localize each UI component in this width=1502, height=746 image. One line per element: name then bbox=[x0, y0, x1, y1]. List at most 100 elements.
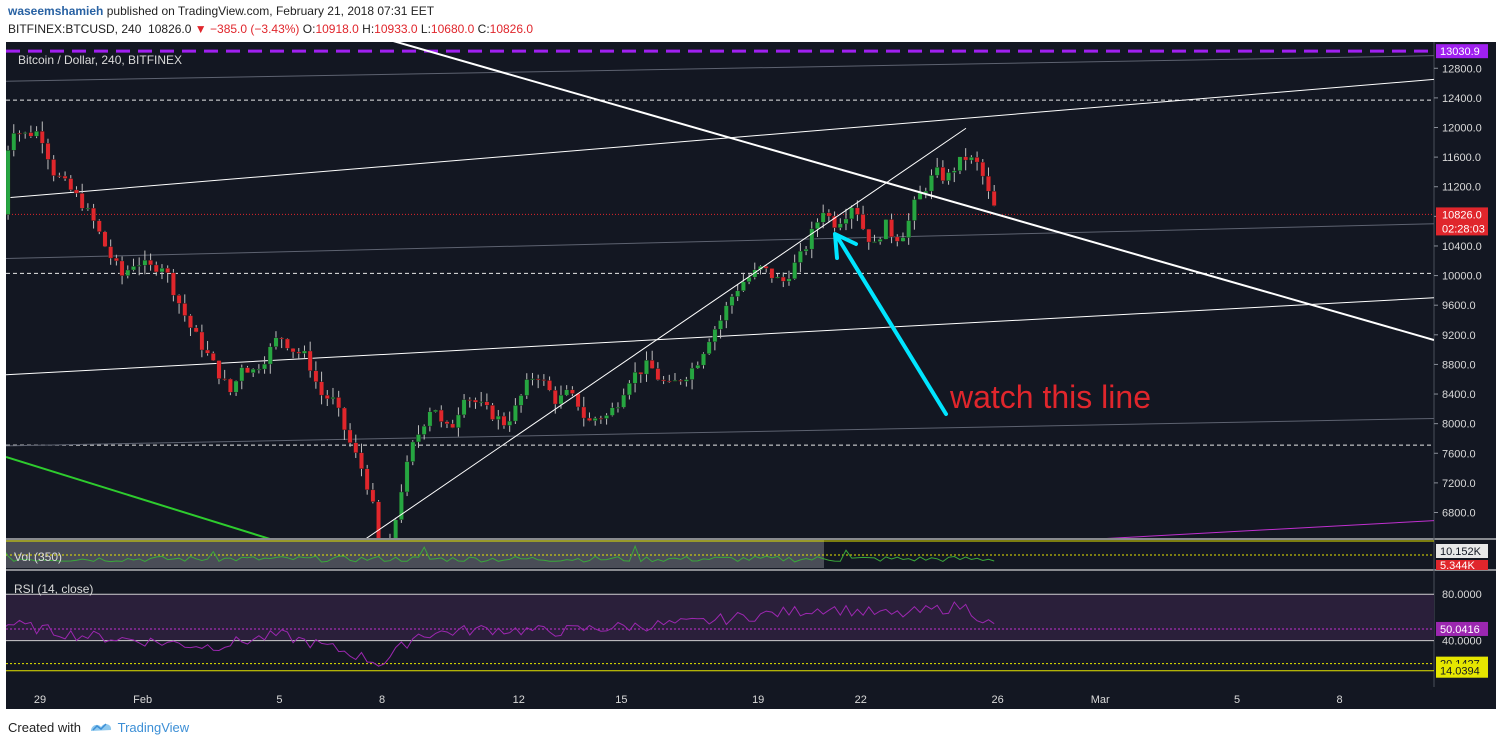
candle bbox=[450, 419, 456, 429]
price-tick-label: 6800.0 bbox=[1442, 508, 1476, 520]
current-price-value: 10826.0 bbox=[1442, 209, 1482, 221]
rsi-value: 50.0416 bbox=[1440, 624, 1480, 636]
candle bbox=[467, 397, 473, 408]
candle bbox=[758, 265, 763, 275]
candle bbox=[638, 372, 644, 383]
candle bbox=[302, 345, 307, 358]
candle bbox=[752, 262, 758, 280]
high-value: 10933.0 bbox=[374, 22, 418, 36]
volume-value-badge bbox=[1436, 560, 1488, 570]
candle bbox=[193, 325, 199, 333]
candle bbox=[96, 219, 102, 235]
channel-line bbox=[6, 78, 1434, 199]
support-trendline bbox=[366, 127, 967, 538]
last-price: 10826.0 bbox=[148, 22, 192, 36]
annotation-text: watch this line bbox=[949, 379, 1151, 415]
candle bbox=[792, 254, 798, 280]
volume-value: 10.152K bbox=[1440, 546, 1482, 558]
price-tick-label: 8400.0 bbox=[1442, 389, 1476, 401]
candle bbox=[319, 371, 324, 405]
green-trendline bbox=[6, 456, 271, 538]
tradingview-logo-icon bbox=[88, 720, 114, 737]
candle bbox=[666, 374, 672, 383]
volume-pane bbox=[6, 540, 1434, 568]
axis-corner bbox=[1434, 687, 1496, 709]
candle bbox=[461, 394, 467, 418]
footer: Created with TradingView bbox=[8, 720, 189, 737]
candle bbox=[718, 315, 723, 339]
candle bbox=[535, 374, 541, 389]
candle bbox=[786, 270, 792, 286]
candle bbox=[153, 261, 159, 276]
candle bbox=[91, 203, 96, 229]
candle bbox=[894, 234, 900, 247]
candle bbox=[170, 269, 176, 302]
candle bbox=[581, 396, 587, 427]
candle bbox=[296, 348, 302, 360]
candle bbox=[444, 420, 450, 429]
candle bbox=[102, 230, 108, 248]
candle bbox=[541, 374, 547, 386]
volume-area bbox=[6, 540, 824, 568]
horizontal-levels bbox=[6, 99, 1434, 446]
candle bbox=[28, 125, 34, 138]
candle bbox=[370, 483, 376, 504]
candle bbox=[45, 138, 51, 170]
candle bbox=[239, 364, 245, 390]
rsi-value-badge bbox=[1436, 621, 1488, 636]
candle bbox=[763, 265, 769, 273]
channel-line bbox=[6, 297, 1434, 376]
candle bbox=[661, 375, 666, 385]
candle bbox=[125, 265, 131, 279]
candle bbox=[974, 151, 980, 171]
countdown-value: 02:28:03 bbox=[1442, 223, 1485, 235]
low-label: L: bbox=[420, 22, 431, 36]
candle bbox=[210, 351, 216, 361]
candle bbox=[267, 343, 273, 374]
candle bbox=[678, 379, 684, 385]
published-text: published on TradingView.com, February 2… bbox=[106, 4, 435, 18]
candle bbox=[398, 484, 404, 523]
candle bbox=[683, 376, 689, 387]
candle bbox=[495, 409, 501, 430]
candle bbox=[273, 331, 279, 350]
low-value: 10680.0 bbox=[430, 22, 475, 36]
candle bbox=[404, 455, 410, 497]
candle bbox=[934, 157, 940, 178]
rsi-band bbox=[6, 594, 1434, 641]
candle bbox=[832, 211, 837, 232]
price-axis-background bbox=[1434, 42, 1496, 687]
candle bbox=[256, 364, 262, 374]
candle bbox=[626, 380, 632, 400]
candle bbox=[809, 221, 815, 259]
candle bbox=[245, 365, 250, 374]
candlesticks bbox=[6, 121, 997, 538]
price-chart[interactable]: watch this line 12800.0 12400.0 12000.0 116… bbox=[0, 42, 1502, 718]
candle bbox=[569, 386, 575, 397]
candle bbox=[136, 257, 142, 276]
candle bbox=[484, 393, 490, 410]
candle bbox=[512, 398, 518, 424]
candle bbox=[182, 294, 188, 322]
candle bbox=[421, 424, 427, 440]
time-tick-label: 19 bbox=[752, 694, 764, 706]
rsi-pane bbox=[6, 593, 1434, 672]
tradingview-link[interactable]: TradingView bbox=[117, 720, 190, 735]
candle bbox=[991, 185, 997, 207]
candle bbox=[866, 228, 872, 250]
annotation-arrow bbox=[833, 232, 948, 416]
annotation: watch this line bbox=[833, 232, 1151, 416]
price-tick-label: 11600.0 bbox=[1442, 152, 1481, 164]
candle bbox=[478, 391, 484, 407]
candle bbox=[68, 175, 74, 192]
candle bbox=[56, 172, 62, 178]
candle bbox=[393, 517, 399, 538]
candle bbox=[877, 237, 883, 245]
candle bbox=[604, 413, 609, 425]
candle bbox=[803, 246, 809, 256]
candle bbox=[330, 387, 336, 405]
candle bbox=[307, 341, 313, 378]
trend-channel bbox=[6, 55, 1434, 447]
author-link[interactable]: waseemshamieh bbox=[8, 4, 104, 18]
candle bbox=[632, 362, 638, 393]
